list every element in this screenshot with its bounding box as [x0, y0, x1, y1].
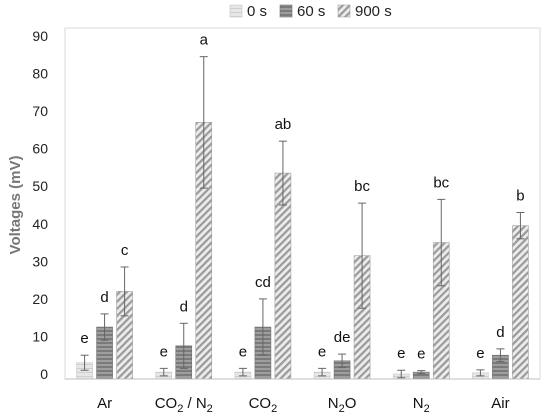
y-tick-label: 30 [32, 253, 48, 269]
significance-label: e [239, 343, 247, 360]
significance-label: e [318, 343, 326, 360]
significance-label: d [180, 298, 188, 315]
y-tick-label: 50 [32, 178, 48, 194]
significance-label: a [200, 32, 209, 49]
x-tick-label: CO2 / N2 [155, 395, 213, 415]
significance-label: bc [433, 174, 449, 191]
y-tick-label: 10 [32, 328, 48, 344]
significance-label: d [496, 324, 504, 341]
legend: 0 s 60 s 900 s [229, 3, 392, 20]
significance-label: c [121, 242, 129, 259]
x-tick-label: Air [491, 395, 509, 412]
legend-label: 60 s [297, 3, 325, 20]
legend-label: 900 s [355, 3, 392, 20]
x-tick-label: CO2 [249, 395, 278, 415]
y-tick-label: 20 [32, 291, 48, 307]
significance-label: e [80, 330, 88, 347]
significance-label: e [417, 346, 425, 363]
legend-swatch [279, 4, 293, 18]
significance-label: ab [275, 116, 292, 133]
significance-label: e [160, 343, 168, 360]
bar [512, 225, 529, 380]
y-tick-label: 0 [40, 366, 48, 382]
x-tick-label: N2 [413, 395, 430, 415]
legend-swatch [337, 4, 351, 18]
y-tick-label: 80 [32, 66, 48, 82]
y-tick-label: 70 [32, 103, 48, 119]
plot-frame [64, 27, 541, 380]
significance-label: de [334, 329, 351, 346]
x-axis: Ar CO2 / N2 CO2 N2O N2 Air [65, 378, 540, 415]
y-tick-label: 60 [32, 141, 48, 157]
y-axis: 0 10 20 30 40 50 60 70 80 90 [32, 28, 48, 382]
x-tick-label: Ar [97, 395, 112, 412]
y-tick-label: 90 [32, 28, 48, 44]
legend-label: 0 s [247, 3, 267, 20]
y-tick-label: 40 [32, 216, 48, 232]
y-axis-label: Voltages (mV) [7, 156, 24, 255]
significance-label: b [516, 188, 524, 205]
significance-label: bc [354, 178, 370, 195]
x-tick-label: N2O [328, 395, 357, 415]
significance-label: cd [255, 274, 271, 291]
significance-label: e [397, 345, 405, 362]
significance-label: e [476, 345, 484, 362]
legend-swatch [229, 4, 243, 18]
significance-label: d [100, 289, 108, 306]
